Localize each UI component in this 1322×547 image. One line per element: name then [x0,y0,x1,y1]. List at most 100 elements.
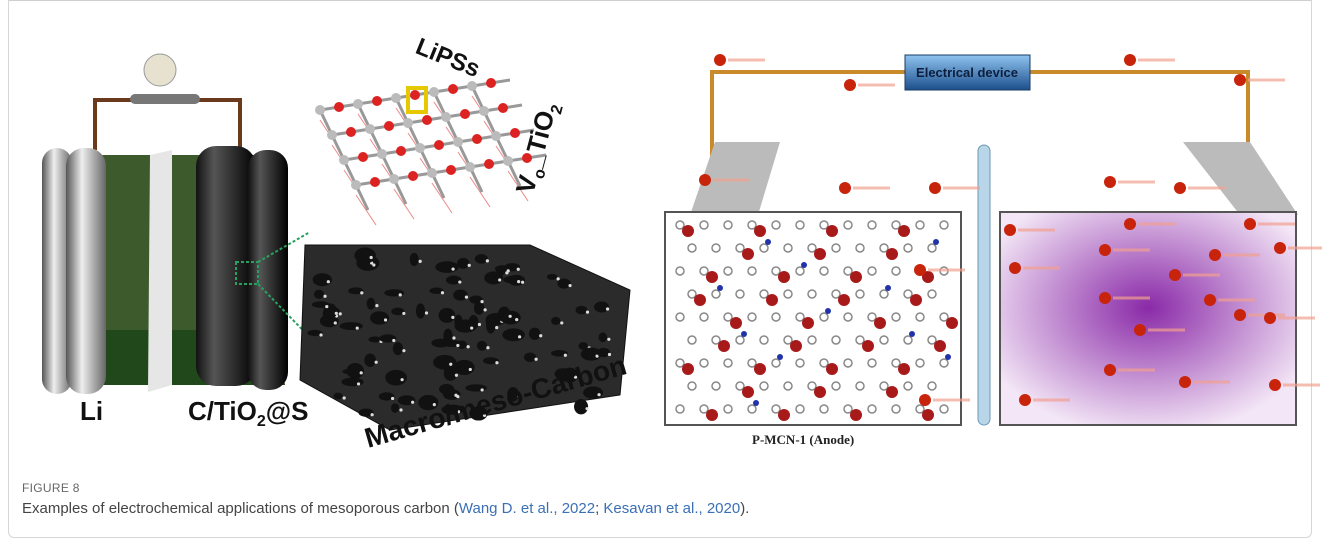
label-part: TiO [521,107,561,156]
ion [1019,394,1031,406]
dot [467,345,470,348]
pore [354,248,375,264]
dot [319,333,322,336]
atom [946,317,958,329]
dot [402,349,405,352]
dot [370,256,373,259]
ion [1244,218,1256,230]
dot [480,300,483,303]
dot [568,284,571,287]
dot [335,312,338,315]
atom [346,127,356,137]
caption-text: Examples of electrochemical applications… [22,500,459,517]
dot [399,293,402,296]
dot [371,413,374,416]
dot [425,311,428,314]
dot [323,295,326,298]
li-label: Li [80,396,103,426]
atom [778,409,790,421]
figure-image: LiPSs Vo_TiO2 Li C/TiO2@S Macro/meso-Car… [0,0,1322,470]
caption-text: ). [740,500,749,517]
atom [730,317,742,329]
pore [333,393,342,400]
pore [574,399,588,414]
ion [929,182,941,194]
atom [351,180,361,190]
pore [393,342,403,355]
dot [495,361,498,364]
dot [360,371,363,374]
dot [518,335,521,338]
dot [517,268,520,271]
atom [453,137,463,147]
atom [706,271,718,283]
cathode-label: C/TiO2@S [188,396,308,430]
label-part: C/TiO [188,396,257,426]
dot [441,291,444,294]
atom [682,225,694,237]
dot [391,397,394,400]
dot [399,408,402,411]
atom [694,294,706,306]
dot [384,318,387,321]
atom [898,225,910,237]
li-electrode [66,148,106,394]
atom [486,78,496,88]
atom [460,109,470,119]
dot [468,264,471,267]
pore [313,273,332,286]
pore [314,290,324,299]
atom [826,363,838,375]
pore [391,403,399,413]
pore [433,355,456,370]
figure-label: FIGURE 8 [22,481,80,495]
atom [910,294,922,306]
bulb [144,54,176,86]
atom [885,285,891,291]
atom [777,354,783,360]
dot [451,316,454,319]
atom [886,386,898,398]
atom [429,87,439,97]
citation-link[interactable]: Wang D. et al., 2022 [459,500,595,517]
dot [498,278,501,281]
pore [454,360,475,375]
pore [547,274,558,280]
dot [484,308,487,311]
atom [422,115,432,125]
dot [327,280,330,283]
bond [432,183,452,213]
wire [95,100,240,150]
atom [415,143,425,153]
atom [389,174,399,184]
atom [410,90,420,100]
pore [551,317,560,325]
dot [465,296,468,299]
dot [486,259,489,262]
atom [933,239,939,245]
atom [339,155,349,165]
pore [475,254,488,264]
atom [790,340,802,352]
dot [402,312,405,315]
atom [465,162,475,172]
dot [486,346,489,349]
atom [742,386,754,398]
dot [411,401,414,404]
dot [586,311,589,314]
atom [898,363,910,375]
dot [470,326,473,329]
atom [498,103,508,113]
citation-link[interactable]: Kesavan et al., 2020 [603,500,740,517]
atom [754,225,766,237]
pore [453,290,467,301]
dot [449,363,452,366]
dot [419,260,422,263]
atom [427,168,437,178]
atom [467,81,477,91]
atom [358,152,368,162]
atom [825,308,831,314]
dot [517,280,520,283]
atom [766,294,778,306]
atom [874,317,886,329]
